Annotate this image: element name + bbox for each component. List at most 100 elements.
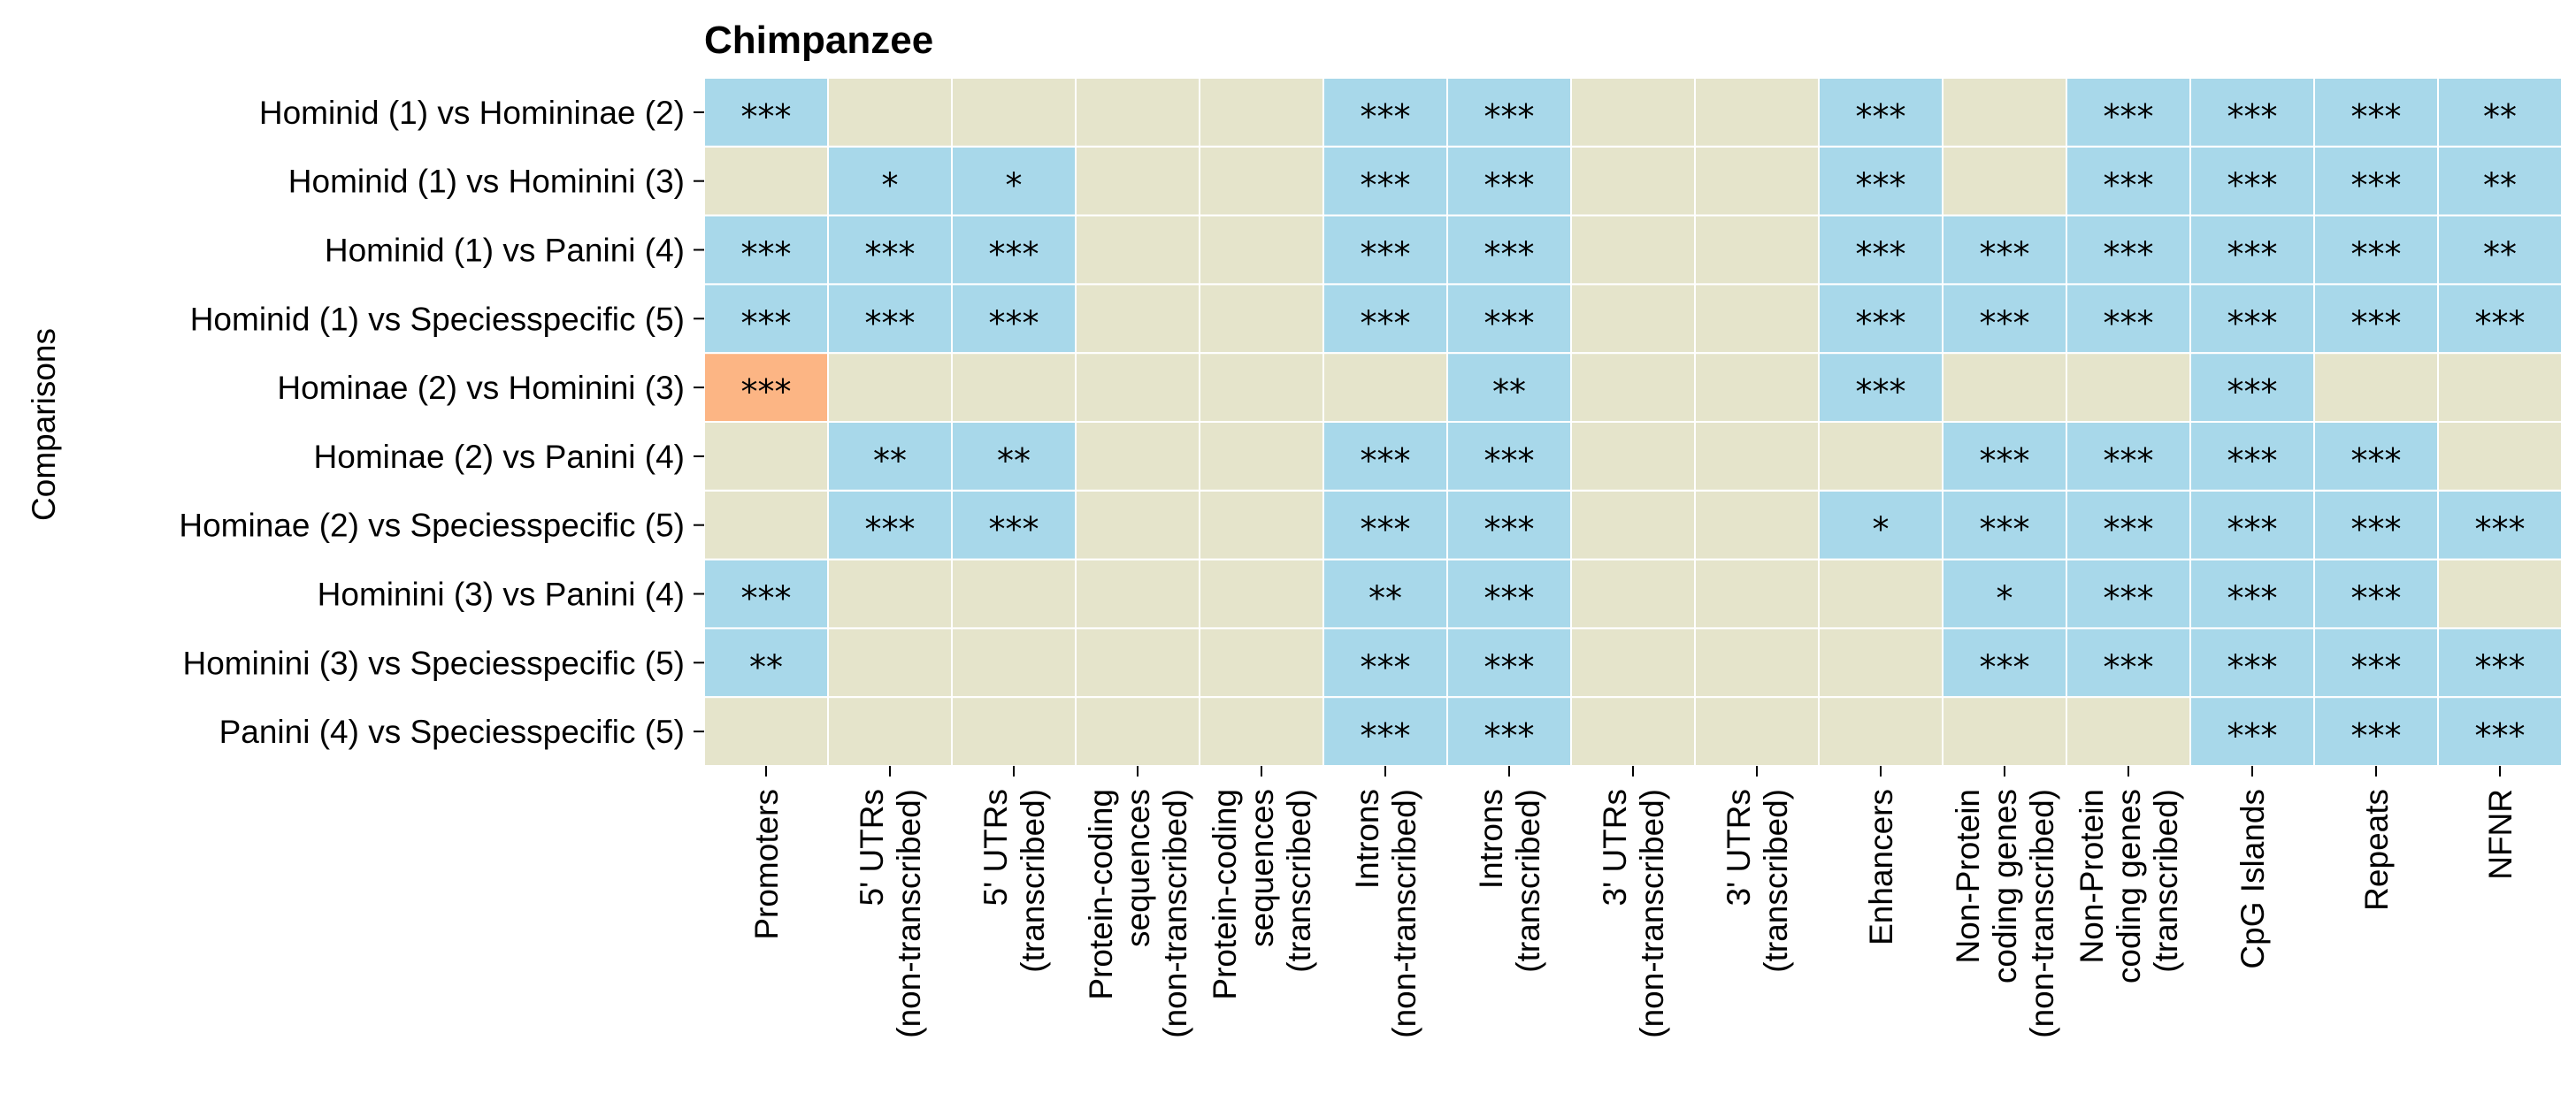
cell-annotation: ** <box>873 441 907 480</box>
heatmap-cell <box>2066 558 2191 630</box>
heatmap-cell <box>2189 352 2315 424</box>
cell-annotation: *** <box>2227 372 2278 411</box>
cell-annotation: ** <box>1368 579 1402 618</box>
column-label: 5' UTRs <box>978 789 1014 906</box>
heatmap-cell <box>2437 352 2563 424</box>
cell-annotation: *** <box>1361 716 1411 755</box>
heatmap-cell <box>1942 77 2067 148</box>
y-axis-label: Comparisons <box>26 328 62 521</box>
heatmap-cell <box>951 558 1077 630</box>
cell-annotation: *** <box>2227 235 2278 274</box>
cell-annotation: *** <box>2227 303 2278 342</box>
cell-annotation: *** <box>2351 303 2402 342</box>
heatmap-cell <box>2313 421 2439 492</box>
cell-annotation: *** <box>2227 166 2278 205</box>
heatmap-cell <box>827 214 953 286</box>
cell-annotation: *** <box>1856 97 1906 136</box>
cell-annotation: *** <box>2227 716 2278 755</box>
heatmap-cell <box>1075 352 1200 424</box>
cell-annotation: *** <box>2351 716 2402 755</box>
heatmap-cell <box>1818 421 1944 492</box>
column-label: Introns <box>1349 789 1385 889</box>
cell-annotation: *** <box>1484 441 1535 480</box>
cell-annotation: *** <box>2104 510 2154 549</box>
heatmap-cell <box>2189 558 2315 630</box>
row-label: Hominini (3) vs Speciesspecific (5) <box>182 645 685 681</box>
cell-annotation: *** <box>1484 510 1535 549</box>
column-label: (transcribed) <box>1015 789 1051 973</box>
cell-annotation: *** <box>1856 303 1906 342</box>
heatmap-cell <box>1694 421 1820 492</box>
cell-annotation: *** <box>1361 166 1411 205</box>
heatmap-cell <box>951 214 1077 286</box>
column-label: 5' UTRs <box>854 789 890 906</box>
heatmap-cell <box>1942 352 2067 424</box>
heatmap-cell <box>703 145 829 217</box>
cell-annotation: ** <box>997 441 1031 480</box>
heatmap-cell <box>951 627 1077 699</box>
row-label: Hominini (3) vs Panini (4) <box>318 577 685 613</box>
heatmap-cell <box>703 696 829 768</box>
column-label: sequences <box>1120 789 1156 947</box>
heatmap-cell <box>1694 627 1820 699</box>
column-label: (transcribed) <box>1510 789 1546 973</box>
heatmap-cell <box>2189 696 2315 768</box>
cell-annotation: *** <box>1484 579 1535 618</box>
cell-annotation: *** <box>741 97 792 136</box>
cell-annotation: ** <box>2483 166 2517 205</box>
cell-annotation: *** <box>2104 441 2154 480</box>
cell-annotation: *** <box>1361 647 1411 686</box>
column-label: (transcribed) <box>1758 789 1794 973</box>
heatmap-cell <box>1199 558 1324 630</box>
heatmap-cell <box>1446 421 1572 492</box>
heatmap-cell <box>1075 421 1200 492</box>
heatmap-cell <box>1075 489 1200 561</box>
cell-annotation: *** <box>865 510 916 549</box>
heatmap-cell <box>1818 558 1944 630</box>
cell-annotation: *** <box>1980 510 2030 549</box>
heatmap-cell <box>1818 489 1944 561</box>
row-tick-labels: Hominid (1) vs Homininae (2) Hominid (1) … <box>179 95 704 750</box>
column-label: (transcribed) <box>2148 789 2184 973</box>
cell-annotation: *** <box>1484 235 1535 274</box>
cell-annotation: ** <box>749 647 783 686</box>
cell-annotation: *** <box>741 372 792 411</box>
heatmap-cell <box>1570 77 1696 148</box>
heatmap-cell <box>2313 558 2439 630</box>
cell-annotation: *** <box>2227 97 2278 136</box>
cell-annotation: *** <box>2104 579 2154 618</box>
heatmap-cell <box>2437 696 2563 768</box>
cell-annotation: *** <box>1980 441 2030 480</box>
heatmap-cell <box>1694 352 1820 424</box>
heatmap-cell <box>1322 421 1448 492</box>
heatmap-cell <box>1942 145 2067 217</box>
heatmap-cell <box>2066 352 2191 424</box>
cell-annotation: *** <box>2351 166 2402 205</box>
cell-annotation: * <box>882 166 899 205</box>
heatmap-cell <box>2437 214 2563 286</box>
cell-annotation: *** <box>1856 166 1906 205</box>
cell-annotation: *** <box>1361 235 1411 274</box>
heatmap-cell <box>703 283 829 355</box>
heatmap-cell <box>1199 696 1324 768</box>
column-label: Promoters <box>748 789 785 940</box>
heatmap-cell <box>1570 558 1696 630</box>
column-label: Repeats <box>2358 789 2395 911</box>
heatmap-cell <box>1694 696 1820 768</box>
heatmap-cell <box>1075 627 1200 699</box>
cell-annotation: *** <box>1856 372 1906 411</box>
heatmap-cell <box>703 77 829 148</box>
row-label: Hominae (2) vs Hominini (3) <box>277 370 685 406</box>
heatmap-cell <box>827 77 953 148</box>
heatmap-cell <box>2313 214 2439 286</box>
cell-annotation: *** <box>865 235 916 274</box>
heatmap-cell <box>1570 627 1696 699</box>
heatmap-cell <box>1446 77 1572 148</box>
cell-annotation: *** <box>2351 441 2402 480</box>
cell-annotation: *** <box>1980 303 2030 342</box>
heatmap-cell <box>1570 489 1696 561</box>
heatmap-cell <box>1322 352 1448 424</box>
column-label: NFNR <box>2482 789 2518 880</box>
column-label: (non-transcribed) <box>891 789 927 1038</box>
